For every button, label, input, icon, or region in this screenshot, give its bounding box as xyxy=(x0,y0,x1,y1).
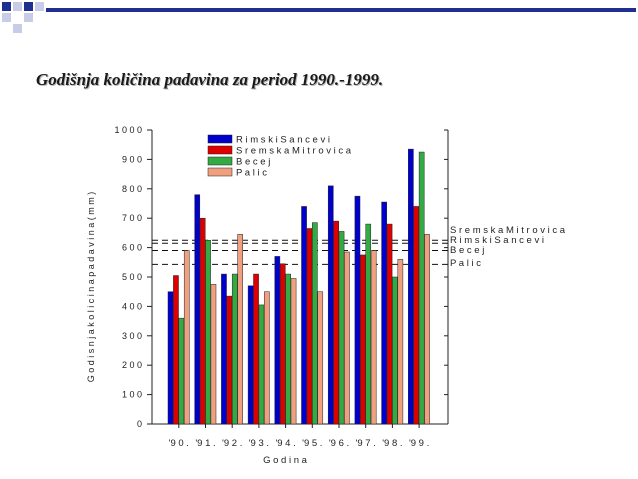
y-tick-label: 3 0 0 xyxy=(122,331,142,341)
x-tick-label: '9 2 . xyxy=(222,438,242,449)
legend-label: S r e m s k a M i t r o v i c a xyxy=(236,146,352,157)
bar xyxy=(290,278,297,425)
bar xyxy=(333,220,339,425)
bar xyxy=(418,151,425,425)
y-tick-label: 7 0 0 xyxy=(122,213,142,223)
y-tick-label: 9 0 0 xyxy=(122,154,142,164)
bar xyxy=(301,206,307,425)
y-tick-label: 5 0 0 xyxy=(122,272,142,282)
bar xyxy=(327,185,334,425)
bar xyxy=(237,234,243,425)
bar xyxy=(365,223,372,425)
bar xyxy=(370,250,377,425)
bar xyxy=(413,206,420,425)
bar xyxy=(354,195,361,425)
reference-label: P a l i c xyxy=(450,258,481,269)
reference-label: R i m s k i S a n c e v i xyxy=(450,235,544,246)
bar xyxy=(338,231,345,425)
slide-title: Godišnja količina padavina za period 199… xyxy=(36,70,384,89)
reference-label: B e c e j xyxy=(450,245,484,256)
y-tick-label: 1 0 0 0 xyxy=(114,125,142,135)
x-tick-label: '9 8 . xyxy=(382,438,402,449)
legend-swatch xyxy=(207,156,233,166)
x-axis-label: G o d i n a xyxy=(263,455,308,466)
y-tick-label: 0 xyxy=(137,419,142,429)
legend-swatch xyxy=(207,167,233,177)
bar xyxy=(253,273,259,425)
bar xyxy=(205,240,211,425)
y-tick-label: 8 0 0 xyxy=(122,184,142,194)
x-tick-label: '9 1 . xyxy=(195,438,215,449)
bar xyxy=(344,251,350,425)
y-tick-label: 4 0 0 xyxy=(122,301,142,311)
legend-label: B e c e j xyxy=(236,157,270,168)
bar xyxy=(381,201,387,425)
decorative-squares xyxy=(2,2,44,33)
y-tick-label: 6 0 0 xyxy=(122,243,142,253)
x-tick-label: '9 9 . xyxy=(409,438,429,449)
bar xyxy=(258,304,265,425)
bar xyxy=(210,284,217,425)
bar xyxy=(306,228,313,425)
y-tick-label: 1 0 0 xyxy=(122,390,142,400)
legend-swatch xyxy=(207,145,233,155)
x-tick-label: '9 3 . xyxy=(249,438,269,449)
bar xyxy=(317,291,324,425)
header-bar xyxy=(46,8,636,12)
bar xyxy=(397,259,404,425)
bar xyxy=(285,273,291,425)
bar xyxy=(360,254,366,425)
x-tick-label: '9 5 . xyxy=(302,438,322,449)
x-tick-label: '9 0 . xyxy=(169,438,189,449)
bar xyxy=(247,285,254,425)
legend-swatch xyxy=(207,134,233,144)
bar xyxy=(424,234,430,425)
legend-label: R i m s k i S a n c e v i xyxy=(236,135,330,146)
bar xyxy=(386,223,393,425)
bar xyxy=(183,250,190,425)
bar xyxy=(264,291,270,425)
bar xyxy=(226,295,233,425)
bar xyxy=(274,256,281,425)
x-tick-label: '9 7 . xyxy=(356,438,376,449)
bar xyxy=(408,148,414,425)
bar xyxy=(392,276,398,425)
bar xyxy=(312,222,318,425)
x-tick-label: '9 6 . xyxy=(329,438,349,449)
bar xyxy=(178,317,185,425)
y-axis-label: G o d i s n j a k o l i c i n a p a d a … xyxy=(86,192,96,383)
y-tick-label: 2 0 0 xyxy=(122,360,142,370)
bar xyxy=(231,273,238,425)
x-tick-label: '9 4 . xyxy=(275,438,295,449)
bar xyxy=(173,275,179,425)
legend-label: P a l i c xyxy=(236,168,267,179)
bar xyxy=(167,291,174,425)
bar xyxy=(279,263,286,425)
bar xyxy=(199,217,206,425)
reference-label: S r e m s k a M i t r o v i c a xyxy=(450,225,566,236)
bar xyxy=(194,194,201,425)
bar xyxy=(221,273,227,425)
